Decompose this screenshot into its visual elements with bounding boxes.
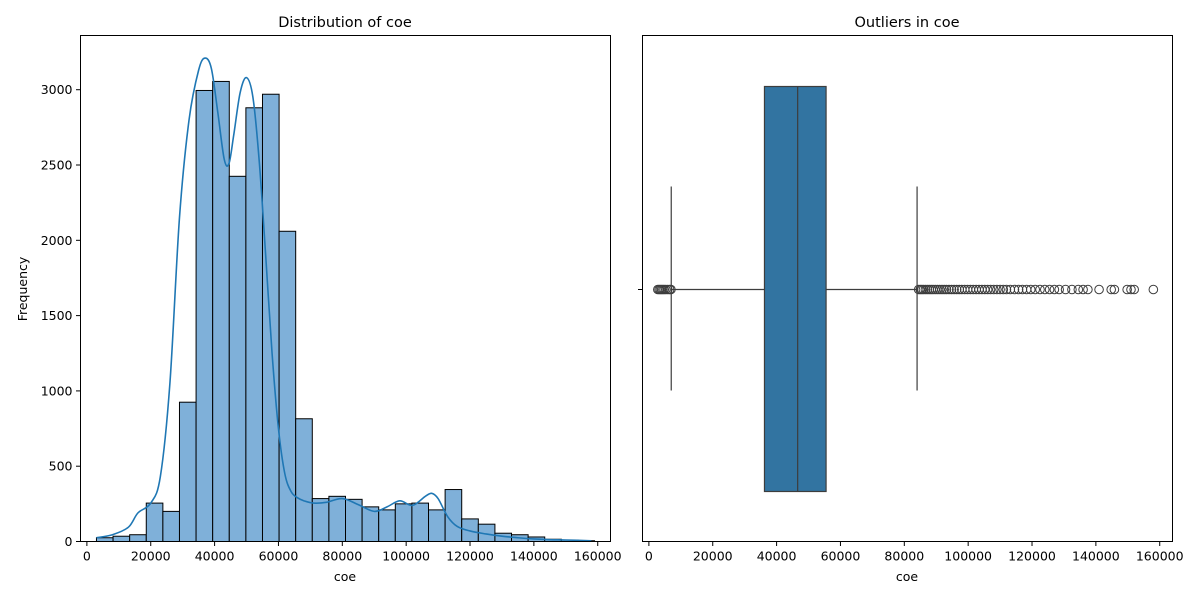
outlier-point bbox=[1083, 284, 1093, 295]
y-tick-label: 1500 bbox=[41, 308, 73, 323]
outlier-point bbox=[998, 284, 1009, 295]
outlier-point bbox=[985, 284, 996, 295]
histogram-bar bbox=[378, 509, 396, 542]
histogram-panel: Distribution of coe 0 20000 40000 60000 8000… bbox=[15, 15, 622, 584]
outlier-point bbox=[1094, 284, 1104, 295]
outlier-point bbox=[944, 284, 954, 295]
outlier-point bbox=[939, 284, 950, 295]
histogram-bar bbox=[195, 89, 214, 543]
x-tick-label: 40000 bbox=[195, 549, 235, 564]
outlier-point bbox=[1054, 284, 1064, 295]
outlier-point bbox=[1106, 284, 1116, 295]
outlier-point bbox=[1025, 284, 1036, 295]
boxplot-axes-frame bbox=[642, 35, 1173, 542]
x-tick-label: 0 bbox=[645, 549, 653, 564]
outlier-point bbox=[1001, 284, 1012, 295]
histogram-bar bbox=[95, 537, 114, 542]
x-tick-label: 80000 bbox=[322, 549, 362, 564]
outlier-point bbox=[1013, 284, 1024, 295]
outlier-point bbox=[946, 284, 957, 295]
histogram-bar bbox=[328, 495, 346, 543]
x-tick-label: 40000 bbox=[757, 549, 797, 564]
x-tick-label: 100000 bbox=[944, 549, 992, 564]
histogram-bar bbox=[228, 175, 247, 542]
outlier-point bbox=[951, 284, 962, 295]
outlier-point bbox=[1044, 284, 1055, 295]
histogram-y-ticks: 0 500 1000 1500 2000 2500 3000 bbox=[41, 82, 81, 549]
x-tick-label: 140000 bbox=[1072, 549, 1120, 564]
x-tick-label: 160000 bbox=[1136, 549, 1184, 564]
boxplot-x-axis-label: coe bbox=[896, 569, 919, 584]
x-tick-label: 120000 bbox=[1008, 549, 1056, 564]
x-tick-label: 80000 bbox=[884, 549, 924, 564]
boxplot-x-ticks: 0 20000 40000 60000 80000 100000 120000 140000 1… bbox=[645, 541, 1184, 564]
outlier-point bbox=[1067, 284, 1077, 295]
histogram-y-axis-label: Frequency bbox=[15, 256, 30, 321]
histogram-bar bbox=[261, 93, 280, 542]
x-tick-label: 20000 bbox=[693, 549, 733, 564]
outlier-point bbox=[1122, 284, 1132, 295]
histogram-bar bbox=[162, 510, 180, 542]
outlier-point bbox=[934, 284, 945, 295]
histogram-bar bbox=[311, 498, 330, 542]
outlier-point bbox=[1009, 284, 1020, 295]
outlier-point bbox=[1126, 284, 1136, 295]
boxplot-outliers bbox=[653, 284, 1159, 295]
histogram-bar bbox=[178, 401, 197, 542]
x-tick-label: 160000 bbox=[574, 549, 622, 564]
outlier-point bbox=[995, 284, 1005, 295]
outlier-point bbox=[1035, 284, 1045, 295]
outlier-point bbox=[941, 284, 952, 295]
y-tick-label: 3000 bbox=[41, 82, 73, 97]
outlier-point bbox=[666, 284, 676, 295]
y-tick-label: 2000 bbox=[41, 233, 73, 248]
histogram-bar bbox=[212, 80, 230, 542]
outlier-point bbox=[992, 284, 1002, 295]
outlier-point bbox=[982, 284, 993, 295]
histogram-bar bbox=[394, 503, 413, 543]
outlier-point bbox=[1049, 284, 1060, 295]
outlier-point bbox=[1078, 284, 1088, 295]
outlier-point bbox=[937, 284, 947, 295]
outlier-point bbox=[1030, 284, 1041, 295]
x-tick-label: 60000 bbox=[821, 549, 861, 564]
outlier-point bbox=[1039, 284, 1050, 295]
x-tick-label: 140000 bbox=[510, 549, 558, 564]
x-tick-label: 0 bbox=[83, 549, 91, 564]
y-tick-label: 500 bbox=[49, 459, 73, 474]
outlier-point bbox=[1073, 284, 1084, 295]
x-tick-label: 120000 bbox=[446, 549, 494, 564]
histogram-bar bbox=[428, 509, 446, 542]
histogram-x-axis-label: coe bbox=[334, 569, 357, 584]
boxplot-body bbox=[670, 85, 918, 493]
outlier-point bbox=[1109, 284, 1120, 295]
y-tick-label: 2500 bbox=[41, 158, 73, 173]
outlier-point bbox=[1060, 284, 1071, 295]
histogram-bar bbox=[411, 502, 430, 542]
histogram-bar bbox=[295, 418, 313, 543]
y-tick-label: 0 bbox=[65, 534, 73, 549]
x-tick-label: 100000 bbox=[382, 549, 430, 564]
x-tick-label: 60000 bbox=[259, 549, 299, 564]
histogram-bar bbox=[112, 535, 131, 543]
interquartile-box bbox=[763, 85, 827, 493]
histogram-bar bbox=[129, 534, 147, 542]
x-tick-label: 20000 bbox=[131, 549, 171, 564]
boxplot-panel: Outliers in coe 0 20000 40000 60000 80000 100… bbox=[638, 15, 1184, 584]
y-tick-label: 1000 bbox=[41, 383, 73, 398]
outlier-point bbox=[949, 284, 959, 295]
histogram-x-ticks: 0 20000 40000 60000 80000 100000 120000 140000 1… bbox=[83, 541, 622, 564]
kde-curve bbox=[96, 57, 592, 542]
histogram-bar bbox=[145, 502, 164, 542]
histogram-title: Distribution of coe bbox=[278, 15, 412, 31]
outlier-point bbox=[1148, 284, 1159, 295]
outlier-point bbox=[1129, 284, 1139, 295]
boxplot-title: Outliers in coe bbox=[855, 15, 960, 31]
outlier-point bbox=[988, 284, 999, 295]
histogram-axes-frame bbox=[80, 35, 611, 542]
